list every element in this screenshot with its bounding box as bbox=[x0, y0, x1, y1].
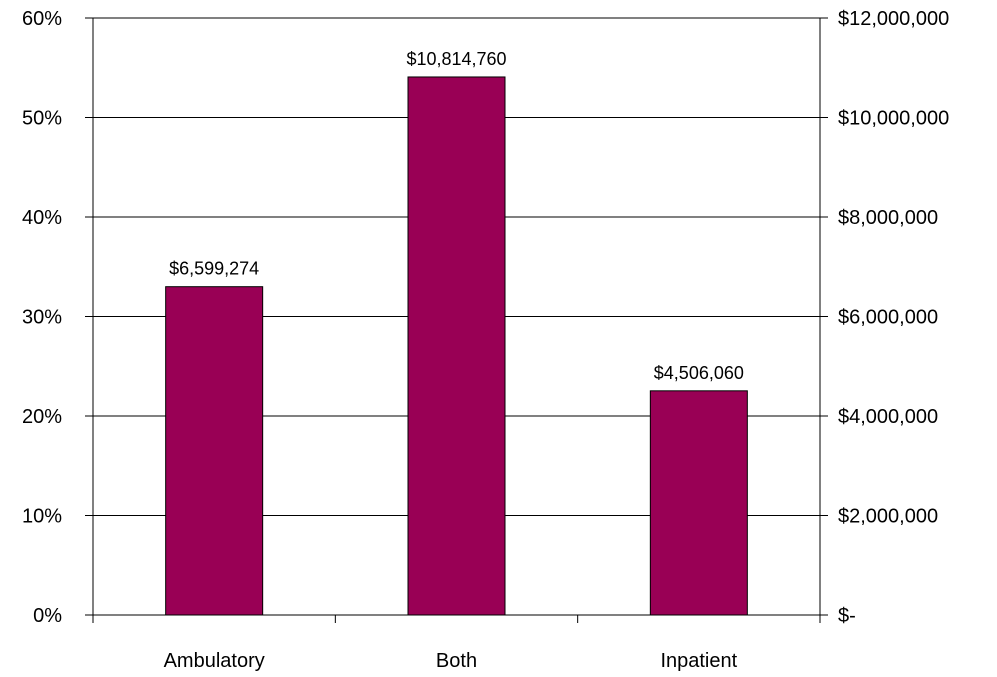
left-tick-label: 0% bbox=[33, 605, 62, 627]
right-tick-label: $- bbox=[838, 605, 856, 627]
category-label: Both bbox=[436, 650, 477, 672]
data-label: $10,814,760 bbox=[406, 49, 506, 69]
left-axis: 0% 10% 20% 30% 40% 50% 60% bbox=[22, 8, 94, 627]
bar-both bbox=[407, 76, 506, 616]
bar-inpatient bbox=[649, 390, 748, 616]
left-tick-label: 40% bbox=[22, 207, 62, 229]
data-label: $6,599,274 bbox=[169, 259, 259, 279]
right-tick-label: $6,000,000 bbox=[838, 307, 938, 329]
category-label: Inpatient bbox=[660, 650, 737, 672]
category-labels: Ambulatory Both Inpatient bbox=[164, 650, 738, 672]
data-labels: $6,599,274 $10,814,760 $4,506,060 bbox=[169, 49, 744, 383]
left-tick-label: 10% bbox=[22, 506, 62, 528]
category-label: Ambulatory bbox=[164, 650, 265, 672]
bars bbox=[165, 76, 748, 616]
right-axis: $- $2,000,000 $4,000,000 $6,000,000 $8,000,0… bbox=[819, 8, 949, 627]
left-tick-label: 20% bbox=[22, 406, 62, 428]
right-tick-label: $2,000,000 bbox=[838, 506, 938, 528]
left-tick-label: 60% bbox=[22, 8, 62, 30]
right-tick-label: $4,000,000 bbox=[838, 406, 938, 428]
bar-ambulatory bbox=[165, 286, 264, 616]
right-tick-label: $10,000,000 bbox=[838, 108, 949, 130]
left-tick-label: 30% bbox=[22, 307, 62, 329]
left-tick-label: 50% bbox=[22, 108, 62, 130]
right-tick-label: $8,000,000 bbox=[838, 207, 938, 229]
data-label: $4,506,060 bbox=[654, 363, 744, 383]
right-tick-label: $12,000,000 bbox=[838, 8, 949, 30]
